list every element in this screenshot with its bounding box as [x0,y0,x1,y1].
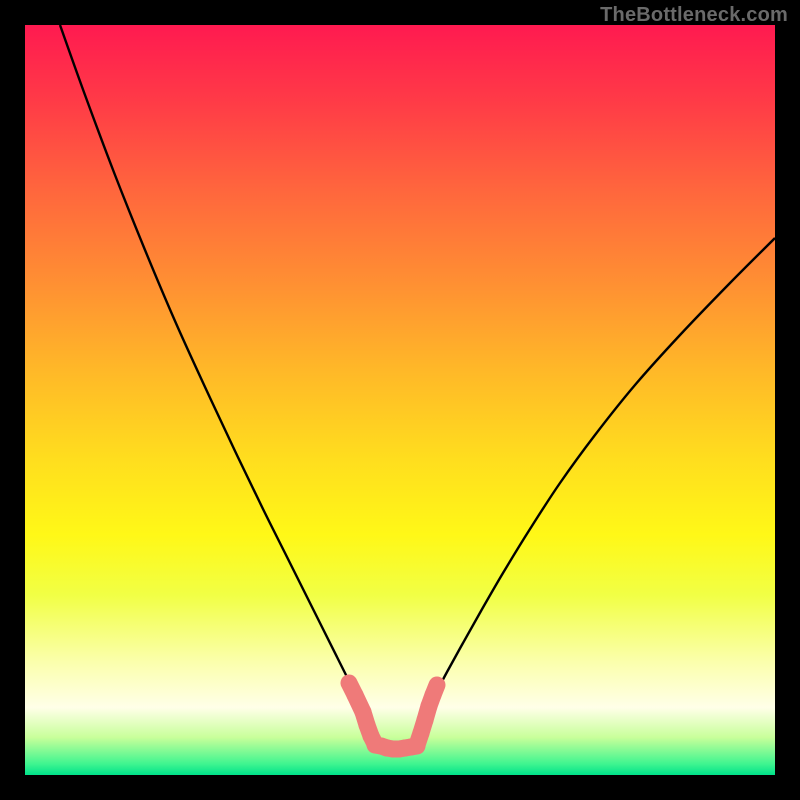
curve-layer [25,25,775,775]
watermark-text: TheBottleneck.com [600,4,788,27]
overlay-stroke-segment [433,685,437,695]
main-curve [60,25,775,750]
chart-canvas: TheBottleneck.com [0,0,800,800]
plot-area [25,25,775,775]
overlay-stroke-group [349,683,437,749]
